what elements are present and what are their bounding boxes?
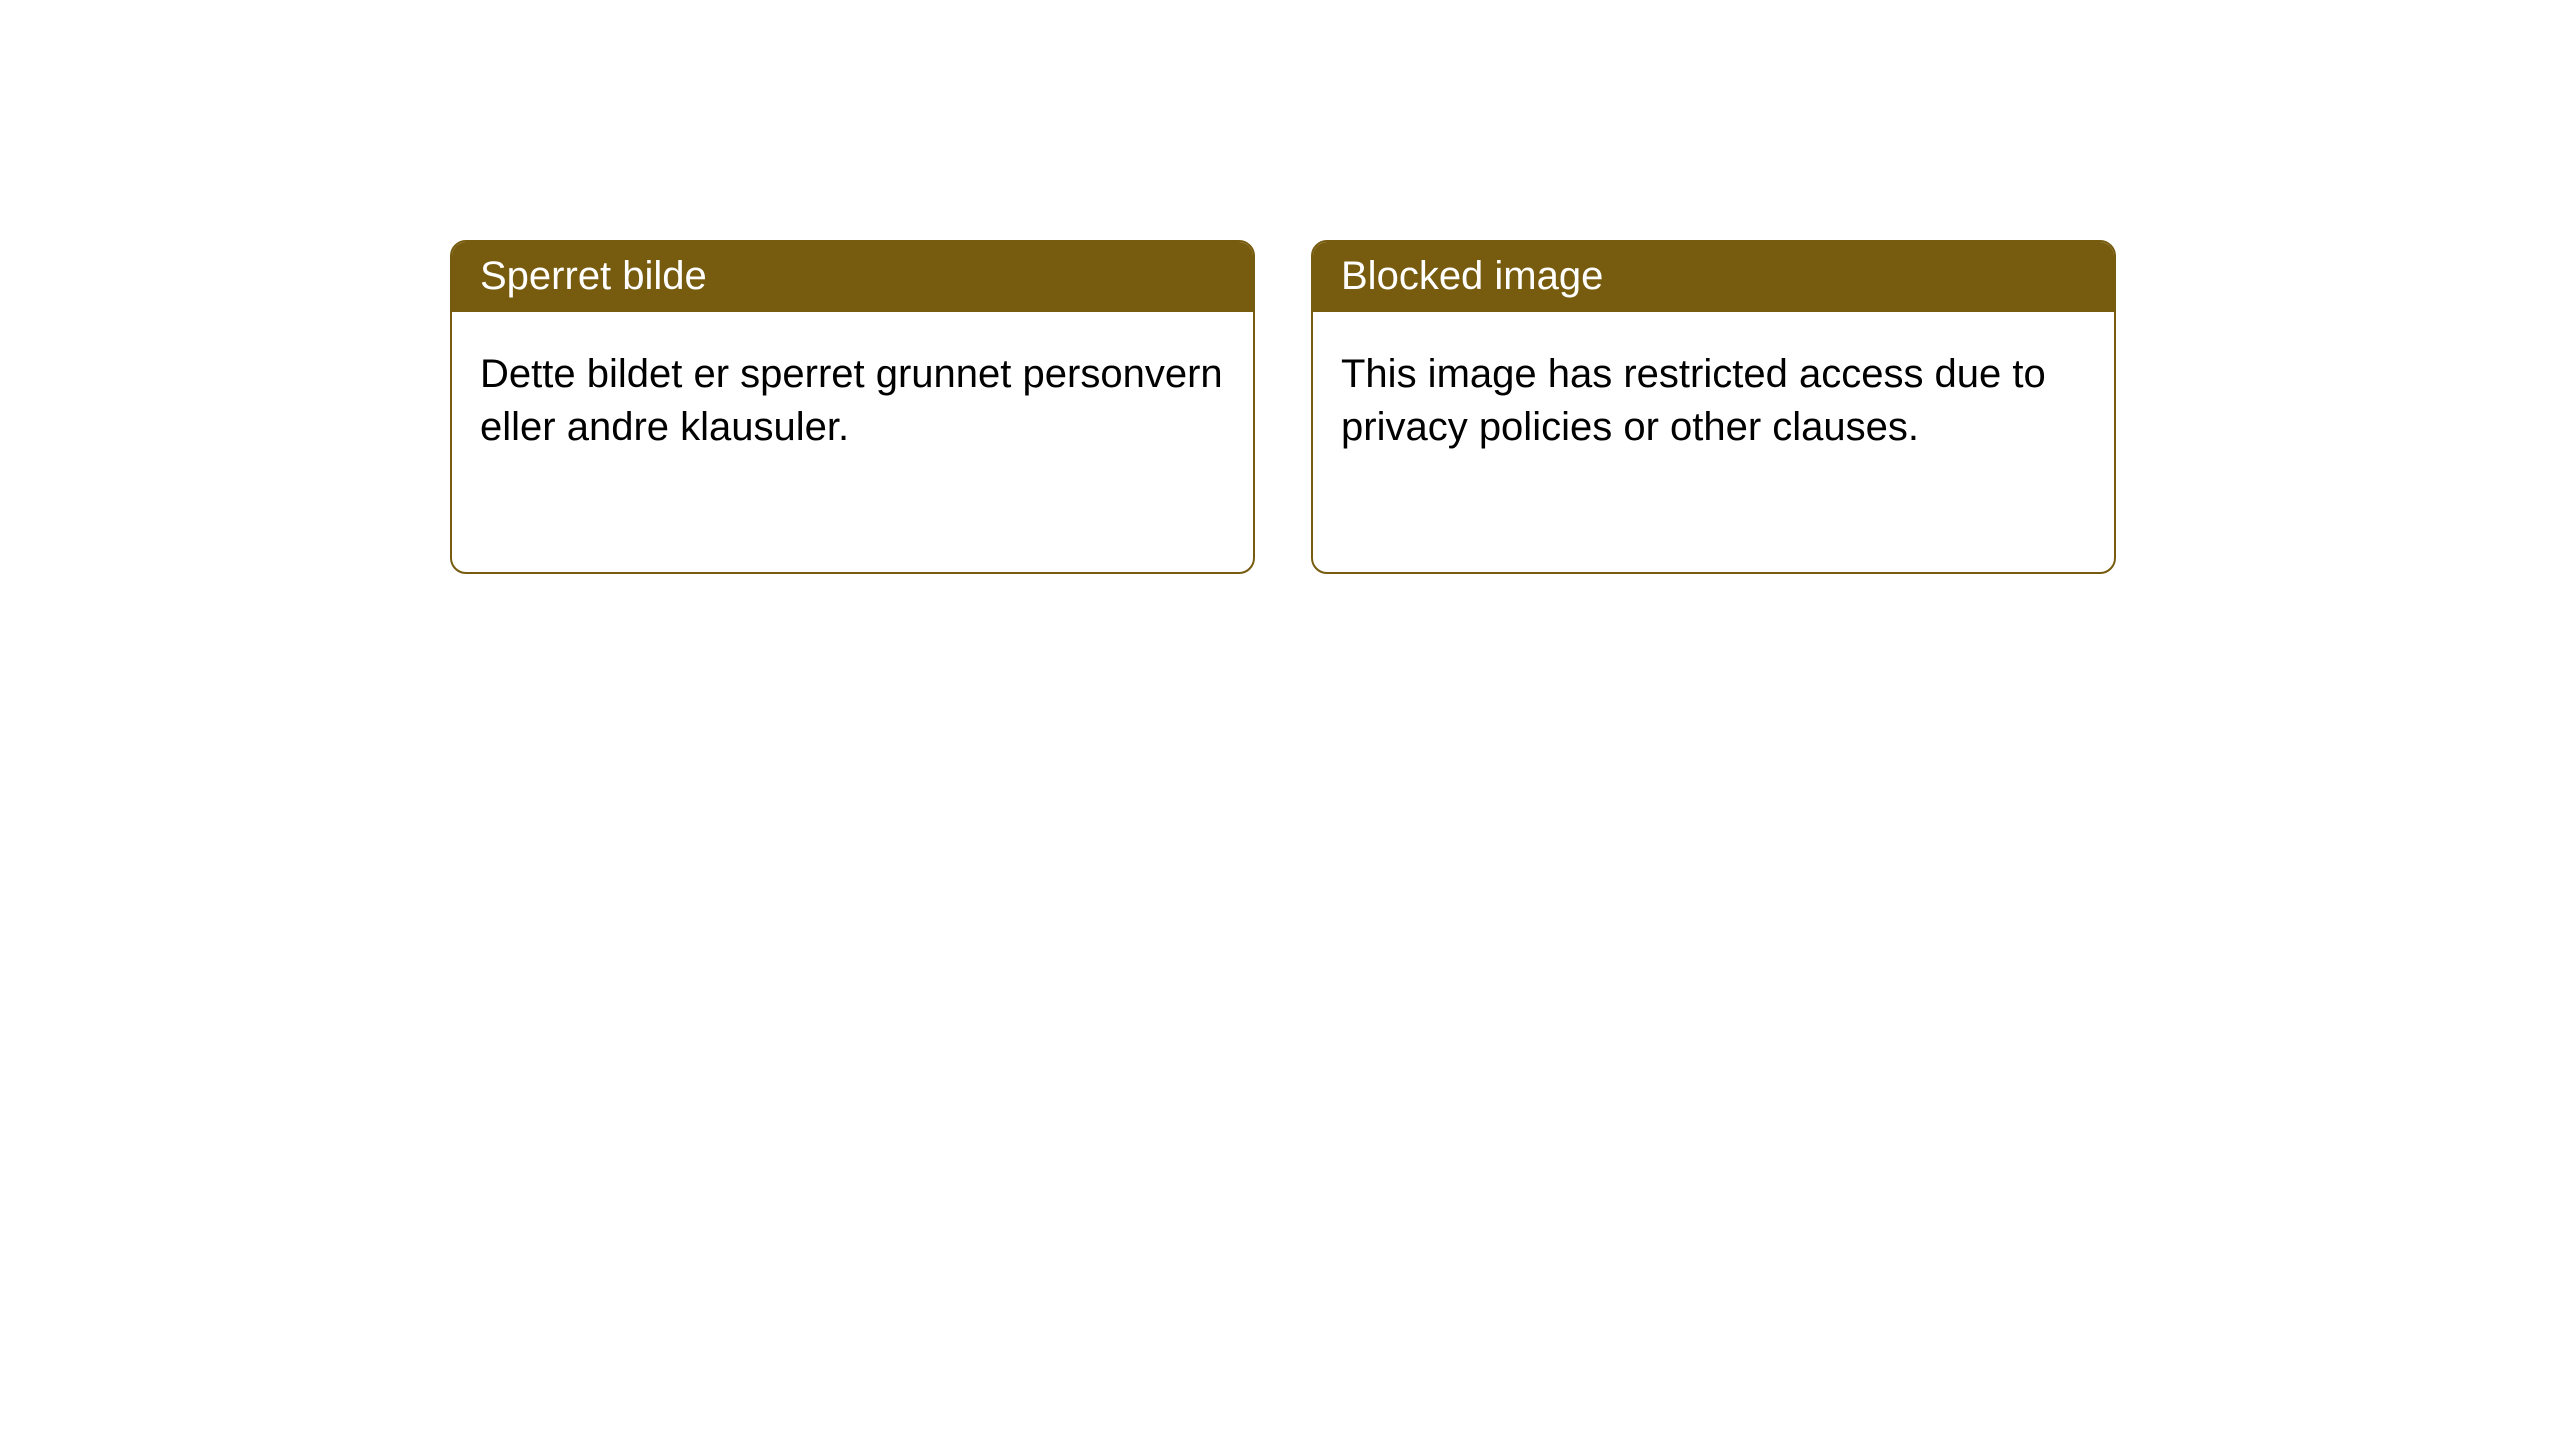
notice-container: Sperret bilde Dette bildet er sperret gr…: [0, 0, 2560, 574]
notice-body-no: Dette bildet er sperret grunnet personve…: [452, 312, 1253, 490]
notice-header-en: Blocked image: [1313, 242, 2114, 312]
notice-card-no: Sperret bilde Dette bildet er sperret gr…: [450, 240, 1255, 574]
notice-header-no: Sperret bilde: [452, 242, 1253, 312]
notice-card-en: Blocked image This image has restricted …: [1311, 240, 2116, 574]
notice-body-en: This image has restricted access due to …: [1313, 312, 2114, 490]
